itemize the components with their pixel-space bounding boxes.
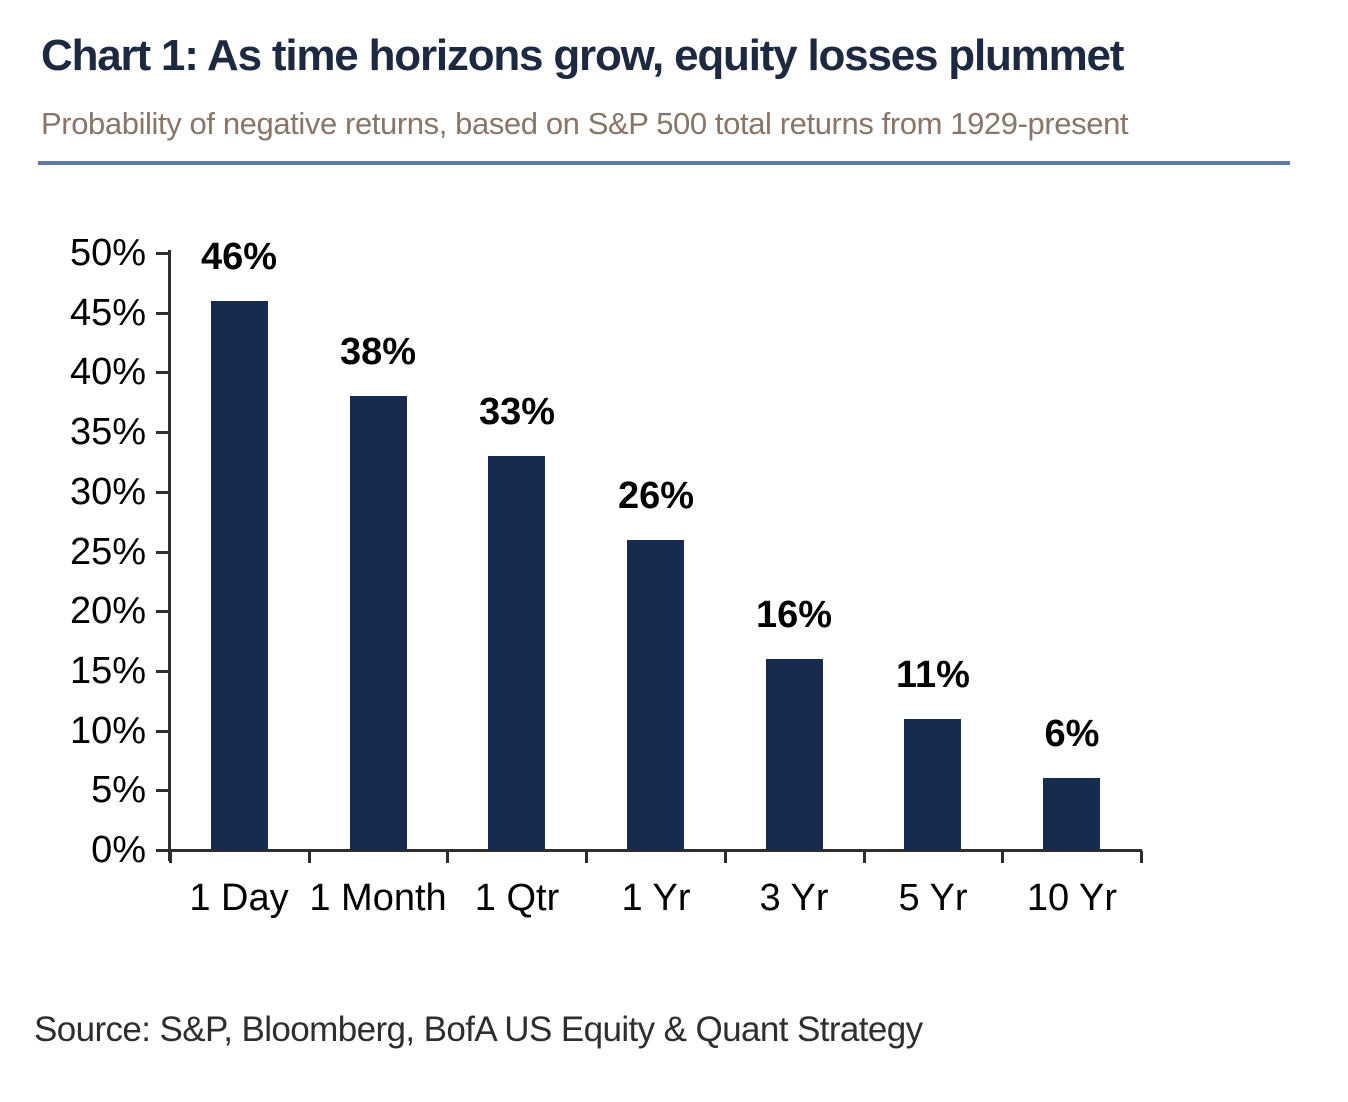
y-axis-tick (156, 849, 168, 852)
x-axis-category-label-1-month: 1 Month (309, 877, 447, 919)
y-axis-tick-label: 30% (69, 471, 146, 513)
bar-10-yr (1043, 778, 1100, 850)
chart-subtitle: Probability of negative returns, based o… (41, 106, 1129, 141)
x-axis-tick (308, 851, 311, 863)
y-axis-tick (156, 312, 168, 315)
y-axis-tick (156, 431, 168, 434)
x-axis-category-label-5-yr: 5 Yr (898, 877, 968, 919)
y-axis-tick (156, 491, 168, 494)
x-axis-tick (724, 851, 727, 863)
x-axis-category-label-1-day: 1 Day (189, 877, 289, 919)
y-axis-tick-label: 50% (69, 232, 146, 274)
bar-1-yr (627, 540, 684, 850)
bar-5-yr (904, 719, 961, 850)
source-text: Source: S&P, Bloomberg, BofA US Equity &… (34, 1010, 923, 1049)
y-axis-tick-label: 15% (69, 650, 146, 692)
y-axis-tick-label: 10% (69, 710, 146, 752)
x-axis-category-label-1-qtr: 1 Qtr (474, 877, 560, 919)
y-axis-tick (156, 610, 168, 613)
chart-title: Chart 1: As time horizons grow, equity l… (41, 31, 1124, 80)
bar-1-day (211, 301, 268, 850)
y-axis-tick-label: 45% (69, 292, 146, 334)
x-axis-tick (446, 851, 449, 863)
bar-value-label-1-yr: 26% (617, 475, 695, 517)
x-axis-tick (1001, 851, 1004, 863)
x-axis-tick (169, 851, 172, 863)
bar-value-label-3-yr: 16% (755, 594, 833, 636)
bar-value-label-5-yr: 11% (896, 654, 970, 696)
x-axis-category-label-3-yr: 3 Yr (759, 877, 829, 919)
y-axis-tick (156, 670, 168, 673)
bar-value-label-1-day: 46% (200, 236, 278, 278)
bar-3-yr (766, 659, 823, 850)
y-axis-tick-label: 40% (69, 351, 146, 393)
x-axis-tick (585, 851, 588, 863)
y-axis-tick (156, 730, 168, 733)
y-axis-tick (156, 371, 168, 374)
x-axis-tick (1140, 851, 1143, 863)
y-axis-tick-label: 35% (69, 411, 146, 453)
y-axis-tick (156, 551, 168, 554)
bar-value-label-1-qtr: 33% (478, 391, 556, 433)
y-axis-line (168, 250, 171, 861)
y-axis-tick (156, 789, 168, 792)
header-divider (38, 161, 1290, 165)
bar-1-qtr (488, 456, 545, 850)
y-axis-tick-label: 25% (69, 531, 146, 573)
x-axis-category-label-1-yr: 1 Yr (621, 877, 691, 919)
y-axis-tick-label: 5% (91, 769, 146, 811)
x-axis-category-label-10-yr: 10 Yr (1026, 877, 1118, 919)
bar-value-label-1-month: 38% (339, 331, 417, 373)
x-axis-tick (863, 851, 866, 863)
x-axis-line (156, 849, 1142, 852)
y-axis-tick (156, 252, 168, 255)
bar-1-month (350, 396, 407, 850)
y-axis-tick-label: 0% (91, 829, 146, 871)
y-axis-tick-label: 20% (69, 590, 146, 632)
bar-value-label-10-yr: 6% (1044, 713, 1100, 755)
